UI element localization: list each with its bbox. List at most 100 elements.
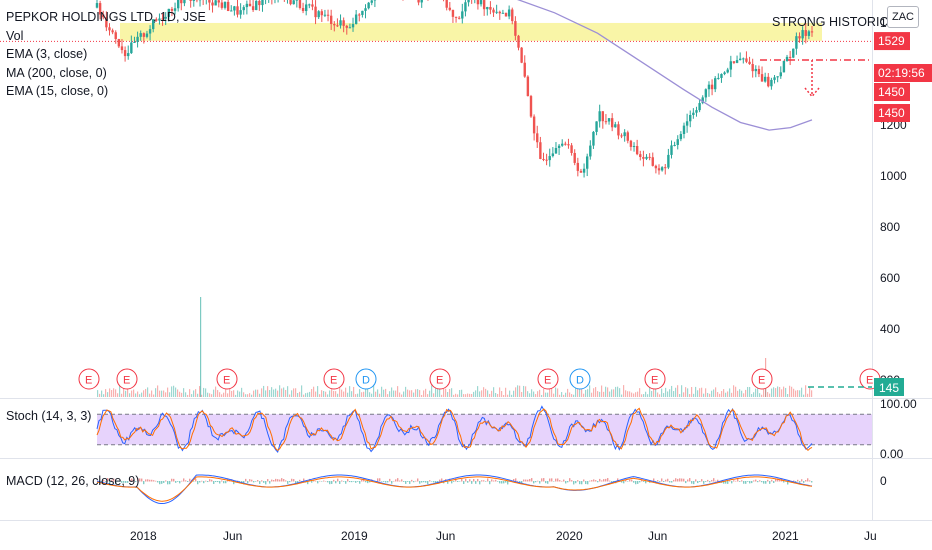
macd-hist [715,480,717,482]
currency-button[interactable]: ZAC [887,6,919,28]
candle-body [564,143,567,145]
macd-hist [759,480,761,482]
volume-bar [123,385,125,397]
macd-hist [659,481,661,482]
candle-body [176,0,180,9]
indicator-ema15[interactable]: EMA (15, close, 0) [6,84,109,98]
volume-bar [607,387,609,397]
candle-body [782,60,786,73]
volume-bar [305,393,307,397]
volume-bar [241,387,243,397]
candle-body [601,111,605,122]
time-tick-label: 2020 [556,529,583,543]
macd-hist [169,481,171,485]
volume-bar [427,394,429,397]
macd-hist [701,479,703,482]
volume-bar [343,391,345,397]
macd-hist [393,480,395,482]
volume-bar [189,389,191,397]
indicator-ma200[interactable]: MA (200, close, 0) [6,65,107,80]
stoch-pane [96,405,872,453]
volume-bar [263,385,265,397]
candle-body [539,142,542,159]
candle-body [520,47,523,63]
macd-hist [627,481,629,482]
candle-body [127,53,130,57]
volume-bar [389,391,391,397]
macd-hist [177,481,179,482]
macd-hist [205,480,207,482]
macd-hist [225,481,227,484]
price-axis[interactable]: 1600140012001000800600400200152902:19:56… [808,16,932,488]
macd-hist [389,478,391,482]
macd-hist [755,479,757,482]
volume-bar [215,386,217,397]
macd-hist [297,481,299,484]
stoch-title[interactable]: Stoch (14, 3, 3) [6,409,92,423]
candle-body [623,132,626,137]
volume-bar [577,385,579,397]
volume-bar [301,385,303,397]
candle-body [292,0,295,5]
macd-hist [133,480,135,482]
macd-hist [681,478,683,482]
macd-title[interactable]: MACD (12, 26, close, 9) [6,474,140,488]
volume-bar [675,387,677,397]
chart-grid [0,0,932,521]
candle-body [133,41,136,43]
macd-hist [699,481,701,482]
volume-bar [495,392,497,397]
time-tick-label: 2021 [772,529,799,543]
volume-bar [753,392,755,397]
macd-hist [357,481,359,482]
volume-bar [461,389,463,397]
macd-hist [495,479,497,482]
price-tick-label: 400 [880,322,900,336]
indicator-ema3[interactable]: EMA (3, close) [6,47,88,61]
macd-hist [603,479,605,482]
indicator-vol[interactable]: Vol [6,28,24,43]
volume-bar [651,390,653,397]
macd-hist [685,481,687,484]
volume-bar [447,392,449,397]
volume-bar [689,394,691,397]
volume-bar [713,389,715,397]
candle-body [807,31,811,36]
candle-body [545,159,548,161]
macd-hist [611,481,613,483]
candle-body [617,124,620,136]
macd-hist [489,481,491,485]
macd-hist [359,481,361,484]
volume-bar [603,391,605,397]
volume-bar [659,394,661,397]
dividend-marker [569,368,591,390]
volume-bar [567,388,569,397]
macd-hist [343,481,345,482]
volume-bar [455,393,457,397]
macd-hist [477,478,479,482]
candle-body [498,11,501,14]
macd-hist [553,481,555,482]
volume-bar [399,392,401,397]
volume-bar [339,386,341,397]
candle-body [607,118,611,122]
macd-hist [281,478,283,482]
macd-hist [743,481,745,484]
macd-hist [193,481,195,482]
candle-body [364,8,367,11]
volume-bar [655,385,657,397]
macd-hist [155,480,157,482]
macd-hist [105,481,107,482]
annotation-text[interactable]: STRONG HISTORIC [772,15,889,29]
macd-hist [319,480,321,482]
symbol-title[interactable]: PEPKOR HOLDINGS LTD, 1D, JSE [6,10,206,24]
volume-bar [489,393,491,397]
macd-hist [113,478,115,482]
time-axis[interactable]: 2018 Jun 2019 Jun 2020 Jun 2021 Ju [130,529,877,543]
candle-body [451,9,455,17]
volume-bar [391,387,393,397]
volume-bar [459,390,461,397]
macd-hist [381,481,383,482]
